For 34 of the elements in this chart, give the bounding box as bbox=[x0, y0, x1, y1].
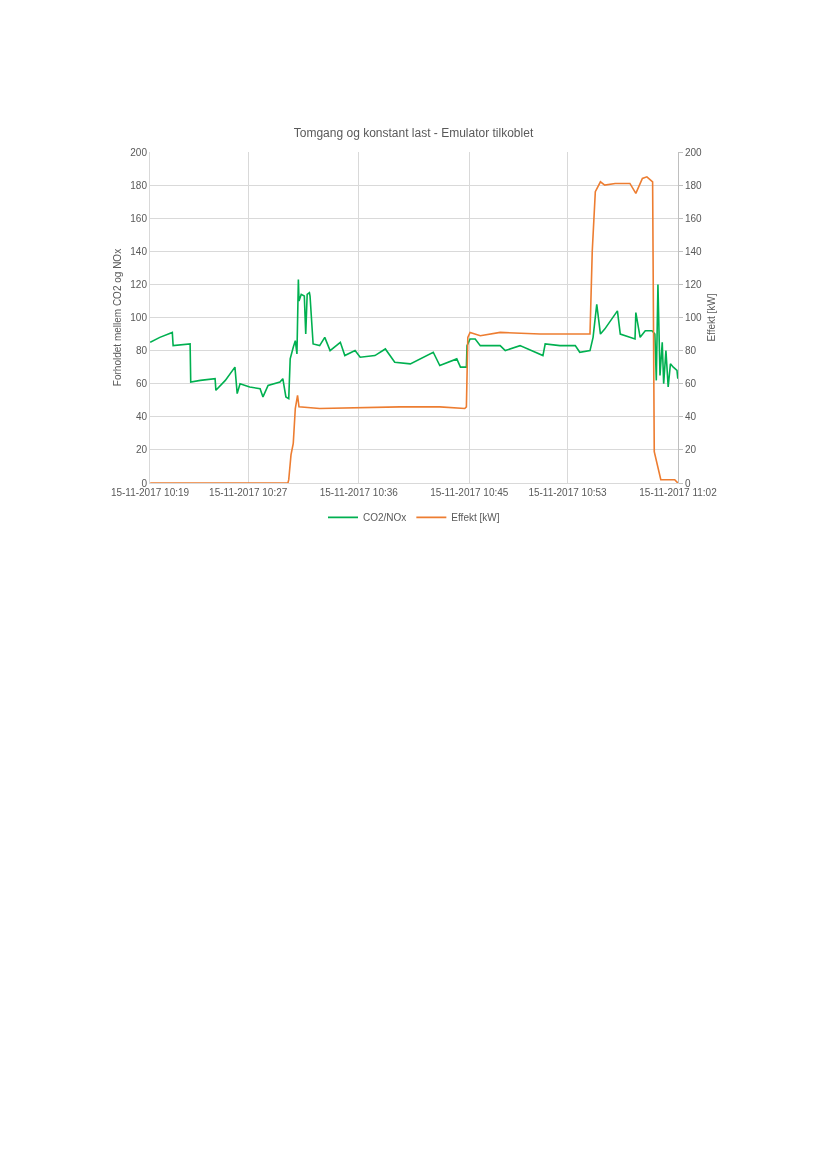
y2-tick-label: 0 bbox=[685, 477, 691, 489]
y-tick-label: 40 bbox=[135, 411, 148, 423]
y-axis-title: Forholdet mellem CO2 og NOx bbox=[112, 248, 124, 387]
y2-axis-title: Effekt [kW] bbox=[705, 293, 717, 342]
y2-tick-label: 200 bbox=[685, 146, 703, 158]
y2-tick-label: 40 bbox=[685, 411, 697, 423]
y-tick-label: 120 bbox=[130, 278, 148, 290]
line-series bbox=[150, 278, 678, 400]
y-tick-label: 200 bbox=[130, 146, 148, 158]
x-tick-label: 15-11-2017 10:45 bbox=[430, 487, 509, 498]
x-tick-label: 15-11-2017 10:27 bbox=[209, 487, 288, 498]
legend-label: Effekt [kW] bbox=[451, 512, 500, 524]
y2-tick-label: 140 bbox=[685, 245, 703, 257]
y2-tick-label: 180 bbox=[685, 179, 703, 191]
y-tick-label: 140 bbox=[130, 245, 148, 257]
y2-tick-label: 80 bbox=[685, 345, 697, 357]
legend-label: CO2/NOx bbox=[363, 512, 407, 524]
y-tick-label: 60 bbox=[135, 378, 148, 390]
y-tick-label: 20 bbox=[135, 444, 148, 456]
x-tick-label: 15-11-2017 10:19 bbox=[110, 487, 190, 498]
x-tick-label: 15-11-2017 10:36 bbox=[319, 487, 399, 498]
y-tick-label: 0 bbox=[141, 477, 148, 489]
y2-tick-label: 160 bbox=[685, 212, 703, 224]
y-tick-label: 160 bbox=[130, 212, 148, 224]
y-tick-label: 80 bbox=[135, 345, 148, 357]
y2-tick-label: 100 bbox=[685, 312, 703, 323]
x-tick-label: 15-11-2017 10:53 bbox=[528, 487, 608, 498]
x-tick-label: 15-11-2017 11:02 bbox=[639, 487, 718, 498]
chart-title: Tomgang og konstant last - Emulator tilkoblet bbox=[293, 126, 534, 141]
y2-tick-label: 20 bbox=[685, 444, 697, 456]
y2-tick-label: 60 bbox=[685, 378, 697, 390]
y-tick-label: 180 bbox=[130, 179, 148, 191]
y-tick-label: 100 bbox=[130, 312, 148, 323]
y2-tick-label: 120 bbox=[685, 278, 703, 290]
